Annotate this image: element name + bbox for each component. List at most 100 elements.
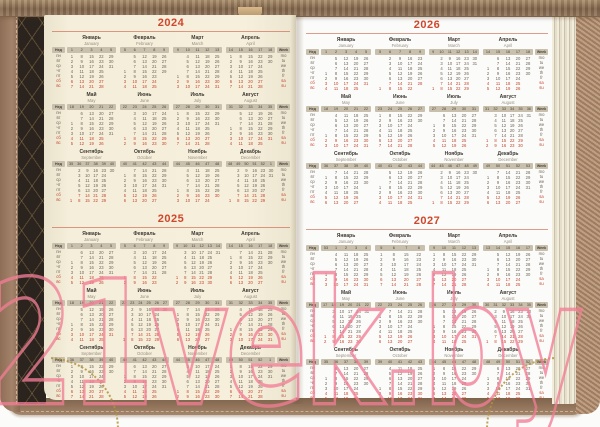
day-of-week-label: we bbox=[280, 316, 287, 322]
day-row: 1 8 15 22 29 bbox=[429, 366, 479, 371]
day-cell: 2 bbox=[378, 118, 382, 124]
day-row: 7 14 21 28 bbox=[429, 282, 479, 287]
day-cell: 3 bbox=[388, 61, 392, 67]
day-cell: 3 bbox=[229, 64, 233, 70]
day-cell: 9 bbox=[133, 141, 136, 147]
cover-bottom-edge bbox=[8, 398, 586, 415]
day-cell: 20 bbox=[455, 190, 461, 196]
day-cell: 17 bbox=[142, 79, 147, 85]
day-cell: 27 bbox=[108, 250, 114, 256]
day-cell: 6 bbox=[186, 64, 189, 70]
week-number: 39 bbox=[363, 360, 369, 365]
day-cell: 3 bbox=[324, 143, 328, 149]
day-cell: 10 bbox=[185, 121, 191, 127]
day-cell: 21 bbox=[403, 282, 409, 288]
day-cell: 21 bbox=[199, 270, 204, 276]
day-cell bbox=[212, 198, 222, 203]
day-cell: 5 bbox=[131, 322, 134, 328]
day-cell: 9 bbox=[448, 170, 451, 176]
side-col-spacer bbox=[277, 93, 290, 104]
day-cell: 2 bbox=[324, 180, 328, 186]
day-row: 2 9 16 23 30 bbox=[321, 76, 371, 81]
day-cell: 20 bbox=[195, 337, 200, 343]
side-col-spacer bbox=[52, 93, 65, 104]
month-group: Апрель April 14 15 16 17 18 1 8 15 22 29 2 9 16 23 30 3 10… bbox=[226, 35, 275, 89]
day-of-week-label: sa bbox=[281, 274, 286, 280]
week-number: 37 bbox=[85, 162, 90, 167]
week-number: 5 bbox=[110, 48, 113, 53]
day-cell: 7 bbox=[442, 319, 446, 325]
day-cell: 22 bbox=[199, 275, 204, 281]
day-cell: 26 bbox=[161, 54, 167, 60]
day-cell: 24 bbox=[407, 123, 413, 129]
day-cell: 12 bbox=[195, 173, 200, 179]
day-cell: 16 bbox=[397, 190, 403, 196]
day-cell: 18 bbox=[509, 319, 515, 325]
day-cell: 18 bbox=[93, 178, 98, 184]
day-row: 5 12 19 26 bbox=[173, 260, 222, 265]
day-row: 1 8 15 22 29 bbox=[321, 272, 371, 277]
week-number: 23 bbox=[132, 105, 137, 110]
day-cell: 13 bbox=[343, 61, 349, 67]
day-row: 3 10 17 24 31 bbox=[120, 183, 169, 188]
day-cell: 21 bbox=[195, 141, 200, 147]
day-cell: 26 bbox=[267, 111, 273, 117]
day-cell: 9 bbox=[442, 371, 446, 377]
month-name-en: February bbox=[136, 40, 153, 46]
day-cell: 26 bbox=[417, 371, 423, 377]
month-name-ru: Май bbox=[340, 94, 352, 101]
day-cell: 4 bbox=[332, 314, 335, 320]
day-cell: 6 bbox=[388, 376, 392, 382]
week-number: 26 bbox=[417, 303, 423, 308]
day-row: 6 13 20 27 bbox=[375, 339, 425, 344]
day-row: 5 12 19 26 bbox=[321, 257, 371, 262]
day-cell: 30 bbox=[471, 371, 477, 377]
day-cell: 5 bbox=[324, 396, 328, 402]
day-cell: 8 bbox=[133, 136, 136, 142]
day-cell: 13 bbox=[142, 265, 147, 271]
day-of-week-label: пт bbox=[310, 328, 315, 334]
day-cell: 26 bbox=[260, 183, 266, 189]
month-header: Декабрь December bbox=[226, 149, 275, 161]
day-cell: 10 bbox=[238, 265, 244, 271]
day-cell: 10 bbox=[447, 175, 453, 181]
day-of-week-label: пт bbox=[56, 130, 61, 136]
day-of-week-label: tu bbox=[539, 174, 544, 180]
day-cell: 16 bbox=[248, 369, 253, 375]
day-row: 4 11 18 25 bbox=[226, 307, 275, 312]
day-cell: 11 bbox=[238, 270, 243, 276]
day-cell: 28 bbox=[267, 322, 273, 328]
day-row: 2 9 16 23 30 bbox=[120, 141, 169, 146]
month-group: Июль July 27 28 29 30 31 6 13 20 27 7 14 21 28 1 8 15 22 29… bbox=[429, 94, 479, 148]
day-row: 7 14 21 28 bbox=[375, 381, 425, 386]
day-cell: 10 bbox=[238, 337, 244, 343]
week-number-band: 40 41 42 43 44 bbox=[375, 163, 425, 170]
day-cell: 24 bbox=[101, 173, 107, 179]
day-cell: 3 bbox=[133, 250, 136, 256]
week-number: 11 bbox=[452, 246, 456, 251]
day-cell: 27 bbox=[207, 265, 213, 271]
day-cell bbox=[523, 86, 533, 91]
day-row: 4 11 18 25 bbox=[375, 200, 425, 205]
day-row: 4 11 18 25 bbox=[226, 141, 275, 146]
week-column-right: Week mo tu we th fr sa su bbox=[277, 232, 290, 284]
day-cell: 25 bbox=[257, 379, 263, 385]
day-cell: 14 bbox=[343, 170, 349, 176]
day-cell: 15 bbox=[142, 136, 147, 142]
day-cell: 22 bbox=[353, 272, 359, 278]
day-cell: 14 bbox=[505, 371, 511, 377]
day-row: 3 10 17 24 bbox=[375, 324, 425, 329]
day-cell: 23 bbox=[204, 394, 210, 400]
day-cell: 1 bbox=[486, 66, 490, 72]
day-cell: 18 bbox=[397, 200, 403, 206]
day-cell: 27 bbox=[257, 280, 263, 286]
day-cell: 1 bbox=[323, 334, 327, 340]
day-cell: 18 bbox=[248, 69, 253, 75]
week-column-left: Нед пн вт ср чт пт сб вс bbox=[52, 289, 65, 341]
day-row: 6 13 20 27 bbox=[429, 190, 479, 195]
day-cell: 31 bbox=[268, 173, 274, 179]
day-cell: 13 bbox=[451, 314, 457, 320]
day-cell: 17 bbox=[505, 185, 511, 191]
day-cell: 29 bbox=[108, 364, 114, 370]
